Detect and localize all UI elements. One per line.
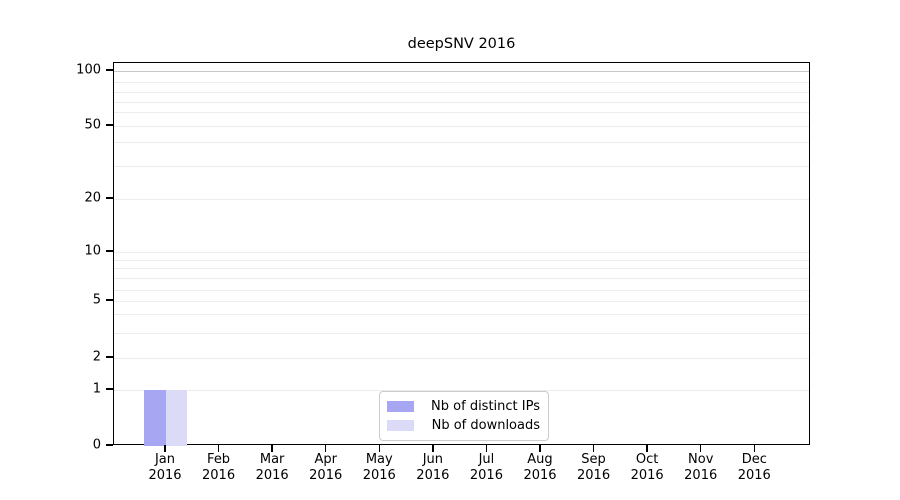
y-tick-label: 1 xyxy=(92,381,101,397)
legend: Nb of distinct IPs Nb of downloads xyxy=(379,391,549,441)
x-tick-year: 2016 xyxy=(577,467,611,483)
x-tick-label: Nov 2016 xyxy=(669,452,733,483)
x-tick-year: 2016 xyxy=(684,467,718,483)
x-tick-mark xyxy=(324,445,327,452)
x-tick-mark xyxy=(164,445,166,452)
x-tick-mark xyxy=(592,445,595,452)
minor-gridline xyxy=(114,142,809,143)
x-tick-label: Feb 2016 xyxy=(187,452,251,483)
plot-area: Nb of distinct IPs Nb of downloads xyxy=(113,62,810,446)
y-tick-label: 5 xyxy=(92,292,101,308)
major-gridline xyxy=(114,252,809,253)
x-tick-mark xyxy=(485,445,488,452)
x-tick-year: 2016 xyxy=(148,467,182,483)
y-tick-mark xyxy=(106,388,113,390)
major-gridline xyxy=(114,71,809,72)
legend-swatch xyxy=(387,401,414,412)
minor-gridline xyxy=(114,165,809,167)
x-tick-label: Dec 2016 xyxy=(722,452,786,483)
bar-downloads xyxy=(165,390,188,446)
x-tick-label: Aug 2016 xyxy=(508,452,572,483)
major-gridline xyxy=(114,357,809,359)
minor-gridline xyxy=(114,260,809,261)
x-tick-label: Jan 2016 xyxy=(133,452,197,483)
x-tick-mark xyxy=(646,445,648,452)
x-tick-year: 2016 xyxy=(416,467,450,483)
x-tick-year: 2016 xyxy=(523,467,557,483)
bar-distinct-ips xyxy=(144,390,166,446)
legend-label: Nb of downloads xyxy=(431,418,540,433)
x-tick-label: Jun 2016 xyxy=(401,452,465,483)
y-tick-mark xyxy=(106,250,113,252)
x-tick-year: 2016 xyxy=(630,467,664,483)
minor-gridline xyxy=(114,91,809,93)
y-tick-mark xyxy=(106,356,113,358)
minor-gridline xyxy=(114,101,809,103)
legend-swatch xyxy=(387,420,414,431)
legend-item: Nb of distinct IPs xyxy=(387,397,540,416)
major-gridline xyxy=(114,126,809,127)
y-tick-label: 0 xyxy=(92,437,101,453)
y-tick-label: 2 xyxy=(92,349,101,365)
y-tick-label: 100 xyxy=(76,62,101,78)
major-gridline xyxy=(114,199,809,200)
major-gridline xyxy=(114,300,809,302)
minor-gridline xyxy=(114,81,809,83)
x-tick-year: 2016 xyxy=(202,467,236,483)
y-tick-mark xyxy=(106,197,113,199)
minor-gridline xyxy=(114,111,809,113)
legend-item: Nb of downloads xyxy=(387,416,540,435)
x-tick-label: May 2016 xyxy=(347,452,411,483)
x-tick-year: 2016 xyxy=(309,467,343,483)
x-tick-year: 2016 xyxy=(255,467,289,483)
y-tick-label: 10 xyxy=(84,243,101,259)
y-tick-mark xyxy=(106,69,113,71)
x-tick-mark xyxy=(539,445,541,452)
x-tick-mark xyxy=(378,445,381,452)
x-tick-label: Oct 2016 xyxy=(615,452,679,483)
x-tick-mark xyxy=(699,445,702,452)
chart-title: deepSNV 2016 xyxy=(407,36,516,52)
y-tick-mark xyxy=(106,444,113,446)
y-tick-label: 50 xyxy=(84,117,101,133)
y-tick-mark xyxy=(106,299,113,301)
x-tick-year: 2016 xyxy=(737,467,771,483)
y-tick-mark xyxy=(106,124,113,126)
x-tick-label: Jul 2016 xyxy=(454,452,518,483)
minor-gridline xyxy=(114,290,809,291)
x-tick-year: 2016 xyxy=(469,467,503,483)
x-tick-mark xyxy=(271,445,273,452)
minor-gridline xyxy=(114,267,809,269)
legend-label: Nb of distinct IPs xyxy=(431,399,540,414)
x-tick-label: Apr 2016 xyxy=(294,452,358,483)
minor-gridline xyxy=(114,333,809,334)
minor-gridline xyxy=(114,278,809,280)
x-tick-mark xyxy=(432,445,434,452)
x-tick-label: Sep 2016 xyxy=(562,452,626,483)
minor-gridline xyxy=(114,314,809,316)
x-tick-mark xyxy=(217,445,220,452)
major-gridline xyxy=(114,390,809,391)
x-tick-mark xyxy=(753,445,756,452)
x-tick-year: 2016 xyxy=(362,467,396,483)
x-tick-label: Mar 2016 xyxy=(240,452,304,483)
y-tick-label: 20 xyxy=(84,190,101,206)
